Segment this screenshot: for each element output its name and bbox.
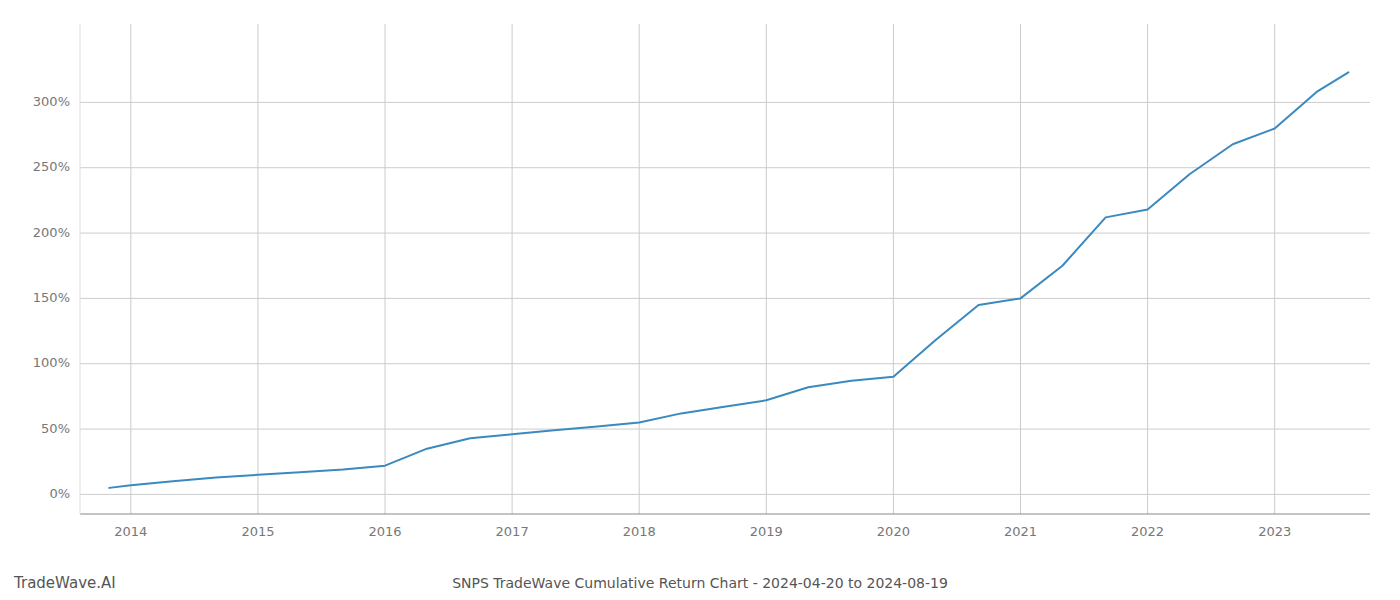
grid (80, 24, 1370, 514)
x-axis-line (80, 514, 1370, 515)
watermark: TradeWave.AI (13, 574, 116, 592)
y-tick-label: 150% (33, 290, 70, 305)
y-grid-line (80, 363, 1370, 364)
x-tick-label: 2020 (877, 524, 910, 539)
x-tick-label: 2022 (1131, 524, 1164, 539)
y-tick-label: 300% (33, 94, 70, 109)
y-tick-label: 0% (49, 486, 70, 501)
chart-svg: 0% 50% 100% 150% 200% 250% 300% 2014 2015 2016 201… (0, 0, 1400, 600)
x-grid-line (1020, 24, 1021, 514)
x-grid-line (766, 24, 767, 514)
x-tick-label: 2019 (750, 524, 783, 539)
x-grid-line (639, 24, 640, 514)
y-tick-label: 250% (33, 159, 70, 174)
y-axis-line (80, 24, 81, 514)
y-grid-line (80, 429, 1370, 430)
x-grid-line (1147, 24, 1148, 514)
y-grid-line (80, 233, 1370, 234)
x-tick-label: 2016 (368, 524, 401, 539)
x-tick-label: 2023 (1258, 524, 1291, 539)
chart-title: SNPS TradeWave Cumulative Return Chart -… (452, 575, 948, 591)
x-tick-label: 2018 (623, 524, 656, 539)
x-tick-label: 2021 (1004, 524, 1037, 539)
y-grid-line (80, 102, 1370, 103)
x-grid-line (130, 24, 131, 514)
data-line (109, 72, 1348, 488)
x-grid-line (385, 24, 386, 514)
y-tick-label: 50% (41, 421, 70, 436)
y-tick-label: 200% (33, 225, 70, 240)
plot-area (109, 72, 1348, 488)
x-grid-line (893, 24, 894, 514)
x-tick-label: 2015 (241, 524, 274, 539)
axes: 0% 50% 100% 150% 200% 250% 300% 2014 2015 2016 201… (33, 24, 1370, 539)
x-tick-label: 2014 (114, 524, 147, 539)
y-grid-line (80, 494, 1370, 495)
x-tick-label: 2017 (496, 524, 529, 539)
x-grid-line (1274, 24, 1275, 514)
y-tick-label: 100% (33, 355, 70, 370)
y-grid-line (80, 298, 1370, 299)
x-grid-line (257, 24, 258, 514)
x-grid-line (512, 24, 513, 514)
texts: TradeWave.AI SNPS TradeWave Cumulative Re… (13, 574, 948, 592)
y-grid-line (80, 167, 1370, 168)
chart-container: 0% 50% 100% 150% 200% 250% 300% 2014 2015 2016 201… (0, 0, 1400, 600)
